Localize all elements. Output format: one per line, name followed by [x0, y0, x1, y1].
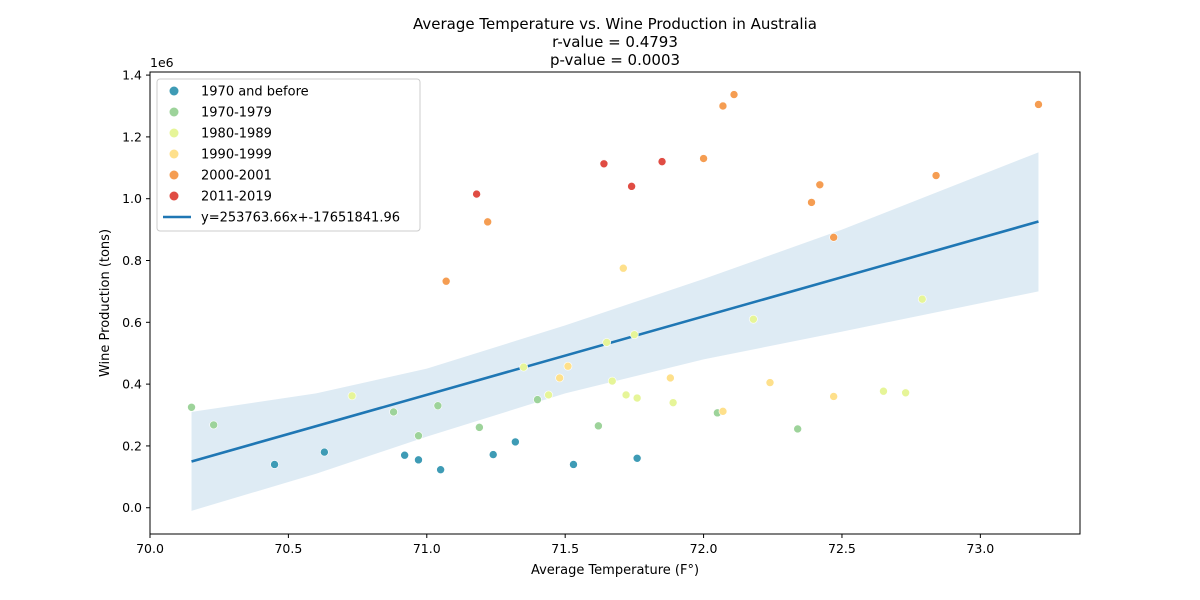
x-tick-label: 72.5: [828, 541, 856, 556]
point-series-2-9: [749, 314, 758, 324]
y-tick-label: 0.0: [122, 500, 142, 515]
point-series-0-7: [569, 460, 578, 469]
point-series-0-6: [511, 437, 520, 447]
legend-label: 1990-1999: [201, 148, 272, 163]
legend-label-fit: y=253763.66x+-17651841.96: [201, 211, 400, 226]
point-series-3-5: [765, 378, 775, 387]
legend-marker: [169, 86, 179, 96]
plot-frame: [149, 71, 1081, 535]
point-series-5-3: [657, 157, 667, 166]
fit-line-layer: [191, 220, 1039, 463]
point-series-2-10: [879, 386, 888, 396]
legend-marker: [169, 107, 179, 117]
point-series-2-6: [621, 390, 631, 400]
point-series-3-2: [619, 263, 628, 273]
point-series-3-3: [666, 373, 675, 383]
point-series-3-6: [829, 392, 838, 401]
chart-title: Average Temperature vs. Wine Production …: [413, 15, 817, 69]
point-series-4-8: [931, 171, 941, 180]
point-series-2-5: [607, 376, 617, 386]
y-tick-label: 1.2: [122, 129, 142, 144]
x-tick-label: 70.5: [274, 541, 302, 556]
point-series-0-3: [414, 455, 423, 465]
point-series-3-1: [563, 361, 573, 371]
point-series-0-1: [320, 447, 329, 457]
point-series-1-6: [533, 395, 542, 404]
point-series-0-8: [632, 453, 642, 463]
point-series-0-0: [270, 460, 279, 469]
point-series-4-5: [807, 198, 816, 207]
chart-title-line-2: r-value = 0.4793: [552, 33, 678, 51]
point-series-4-3: [718, 101, 728, 111]
y-tick-label: 0.2: [122, 438, 142, 453]
confidence-band: [191, 152, 1039, 511]
point-series-1-0: [187, 402, 196, 412]
point-series-3-4: [718, 407, 728, 416]
point-series-0-4: [436, 465, 445, 475]
point-series-2-1: [519, 362, 528, 372]
legend-label: 2011-2019: [201, 190, 272, 205]
y-tick-label: 0.6: [122, 315, 142, 330]
y-tick-label: 1.0: [122, 191, 142, 206]
point-series-4-7: [829, 233, 838, 242]
y-axis-label: Wine Production (tons): [98, 229, 113, 377]
legend-marker: [169, 191, 179, 201]
point-series-2-7: [632, 393, 642, 403]
regression-line: [191, 220, 1039, 463]
point-series-1-4: [433, 401, 443, 411]
legend-label: 1970-1979: [201, 106, 272, 121]
chart-title-line-1: Average Temperature vs. Wine Production …: [413, 15, 817, 33]
point-series-2-8: [668, 398, 678, 407]
point-series-0-2: [400, 450, 409, 460]
point-series-0-5: [488, 450, 498, 459]
point-series-2-11: [901, 388, 910, 398]
point-series-2-3: [602, 338, 611, 347]
point-series-4-0: [441, 276, 451, 286]
point-series-1-2: [389, 407, 398, 417]
point-series-1-5: [475, 423, 484, 432]
point-series-2-2: [544, 390, 553, 400]
point-series-4-9: [1034, 100, 1043, 109]
point-series-4-2: [699, 154, 708, 163]
x-axis: 70.0 70.5 71.0 71.5 72.0 72.5 73.0: [136, 534, 994, 556]
point-series-5-1: [599, 159, 609, 169]
point-series-4-4: [729, 90, 739, 99]
x-tick-label: 73.0: [966, 541, 994, 556]
point-series-5-0: [472, 189, 481, 199]
y-tick-label: 0.4: [122, 377, 142, 392]
y-tick-label: 0.8: [122, 253, 142, 268]
point-series-4-1: [483, 217, 492, 227]
legend-marker: [169, 128, 179, 138]
y-offset-label: 1e6: [150, 55, 174, 70]
y-axis: 0.0 0.2 0.4 0.6 0.8 1.0 1.2 1.4: [122, 68, 150, 515]
y-tick-label: 1.4: [122, 68, 142, 83]
point-series-2-4: [630, 330, 639, 339]
point-series-1-1: [209, 420, 218, 430]
point-series-1-3: [414, 431, 423, 441]
legend-marker: [169, 149, 179, 159]
legend-label: 2000-2001: [201, 169, 272, 184]
x-tick-label: 72.0: [690, 541, 718, 556]
legend-marker: [169, 170, 179, 180]
point-series-3-0: [555, 373, 564, 383]
legend-frame: [156, 78, 421, 232]
data-points-layer: [187, 90, 1043, 475]
x-tick-label: 71.5: [551, 541, 579, 556]
x-tick-label: 71.0: [413, 541, 441, 556]
x-axis-label: Average Temperature (F°): [531, 563, 699, 578]
confidence-band-layer: [191, 152, 1039, 511]
point-series-1-7: [594, 421, 603, 431]
chart-title-line-3: p-value = 0.0003: [550, 51, 680, 69]
legend: 1970 and before 1970-1979 1980-1989 1990-19…: [156, 78, 421, 232]
legend-label: 1980-1989: [201, 127, 272, 142]
x-tick-label: 70.0: [136, 541, 164, 556]
point-series-2-0: [347, 391, 357, 401]
point-series-4-6: [815, 180, 825, 190]
point-series-5-2: [627, 182, 636, 191]
legend-label: 1970 and before: [201, 85, 309, 100]
point-series-1-9: [793, 424, 802, 434]
point-series-2-12: [917, 294, 927, 304]
